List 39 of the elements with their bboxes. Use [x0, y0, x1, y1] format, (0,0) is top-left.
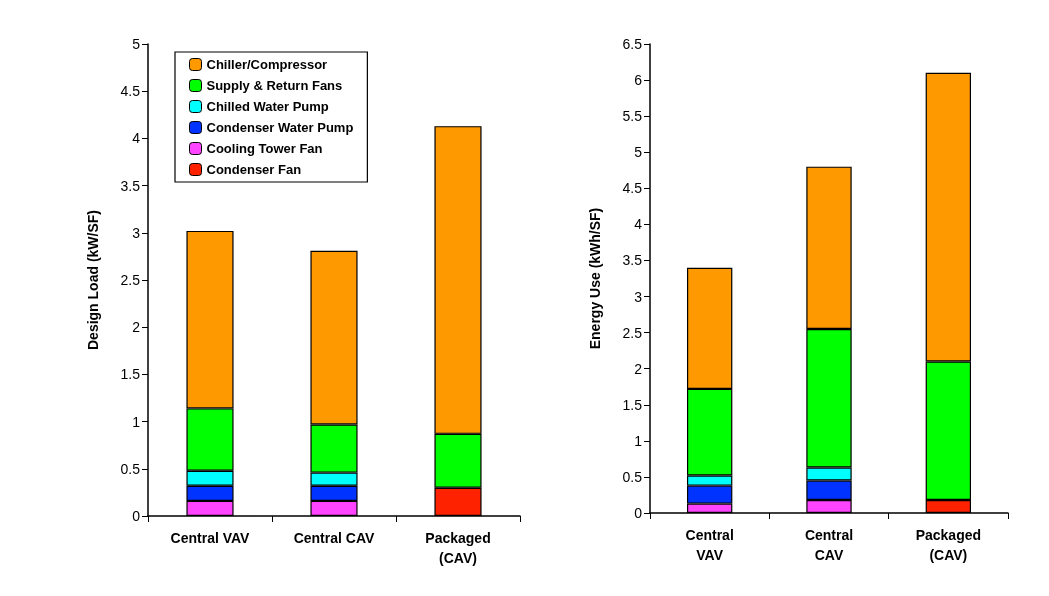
y-tick-label: 2: [132, 319, 141, 336]
x-tick-label: Packaged (CAV): [425, 530, 491, 566]
y-tick-label: 1: [634, 432, 643, 449]
y-tick-label: 1.5: [622, 396, 643, 413]
y-tick-label: 4.5: [120, 83, 141, 100]
legend-label: Condenser Fan: [206, 162, 302, 177]
y-tick-label: 4: [634, 216, 643, 233]
y-tick-label: 0: [132, 508, 141, 524]
y-tick-label: 6.5: [622, 36, 643, 52]
x-tick-label: Central VAV: [685, 527, 734, 563]
y-tick-label: 6: [634, 72, 643, 89]
y-tick-label: 0: [634, 505, 643, 521]
legend-label: Supply & Return Fans: [206, 78, 343, 93]
legend-label: Chiller/Compressor: [206, 57, 328, 72]
y-tick-label: 1: [132, 413, 141, 430]
x-tick-label: Packaged (CAV): [915, 527, 982, 563]
y-tick-label: 1.5: [120, 366, 141, 383]
y-axis-title: Energy Use (kWh/SF): [587, 207, 603, 350]
y-tick-label: 0.5: [622, 468, 643, 485]
x-tick-label: Central VAV: [170, 530, 251, 546]
y-tick-label: 5.5: [622, 108, 643, 125]
y-tick-label: 0.5: [120, 460, 141, 477]
legend-label: Condenser Water Pump: [206, 120, 354, 135]
y-axis-title: Design Load (kW/SF): [85, 210, 101, 350]
y-tick-label: 2: [634, 360, 643, 377]
y-tick-label: 2.5: [120, 272, 141, 288]
y-tick-label: 3: [634, 288, 643, 305]
y-tick-label: 5: [132, 36, 141, 52]
x-tick-label: Central CAV: [293, 530, 375, 546]
y-tick-label: 4.5: [622, 180, 643, 197]
legend-label: Chilled Water Pump: [206, 99, 329, 114]
y-tick-label: 5: [634, 144, 643, 161]
y-tick-label: 2.5: [622, 324, 643, 341]
y-tick-label: 3.5: [622, 252, 643, 269]
y-tick-label: 4: [132, 130, 141, 147]
y-tick-label: 3.5: [120, 177, 141, 194]
legend-label: Cooling Tower Fan: [206, 141, 323, 156]
y-tick-label: 3: [132, 224, 141, 241]
x-tick-label: Central CAV: [804, 527, 854, 563]
